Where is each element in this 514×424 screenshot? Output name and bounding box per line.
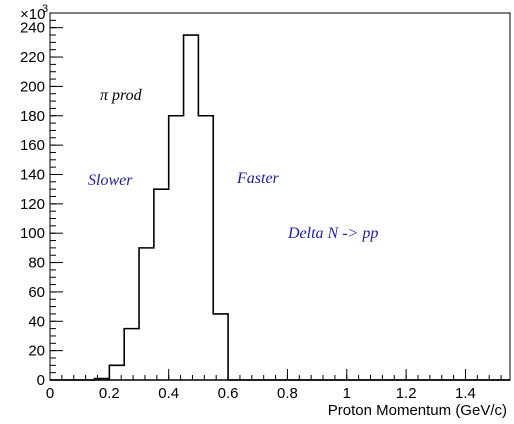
axis-layer: 0 0.2 0.4 0.6 0.8 1 1.2 1.4 0 20 40 60 80 100 120 140 16… bbox=[20, 12, 511, 402]
annotation-delta-n-pp: Delta N -> pp bbox=[287, 225, 378, 242]
y-tick-label: 220 bbox=[20, 49, 45, 66]
y-tick-label: 240 bbox=[20, 20, 45, 37]
x-tick-label: 0.8 bbox=[277, 385, 298, 402]
x-tick-label: 0.4 bbox=[158, 385, 179, 402]
y-tick-label: 100 bbox=[20, 225, 45, 242]
x-tick-label: 1 bbox=[343, 385, 351, 402]
y-axis-scale-exponent: 3 bbox=[42, 3, 48, 15]
y-tick-label: 40 bbox=[28, 313, 45, 330]
y-axis-scale-label: ×10 bbox=[20, 6, 45, 23]
y-tick-label: 80 bbox=[28, 255, 45, 272]
y-tick-label: 140 bbox=[20, 166, 45, 183]
y-tick-label: 120 bbox=[20, 196, 45, 213]
plot-frame bbox=[49, 12, 511, 381]
x-tick-label: 1.4 bbox=[455, 385, 476, 402]
x-tick-label: 0 bbox=[46, 385, 54, 402]
x-axis-title: Proton Momentum (GeV/c) bbox=[328, 402, 507, 419]
y-tick-label: 0 bbox=[37, 372, 45, 389]
y-tick-label: 160 bbox=[20, 137, 45, 154]
plot-frame-overlay bbox=[49, 12, 511, 381]
y-tick-label: 180 bbox=[20, 108, 45, 125]
annotation-slower: Slower bbox=[88, 172, 133, 189]
y-tick-label: 20 bbox=[28, 343, 45, 360]
annotation-faster: Faster bbox=[236, 170, 280, 187]
x-tick-label: 1.2 bbox=[396, 385, 417, 402]
x-tick-label: 0.6 bbox=[218, 385, 239, 402]
annotation-pi-prod: π prod bbox=[100, 87, 143, 104]
plot-frame-layer bbox=[49, 12, 511, 381]
y-tick-label: 200 bbox=[20, 78, 45, 95]
y-tick-label: 60 bbox=[28, 284, 45, 301]
x-tick-label: 0.2 bbox=[99, 385, 120, 402]
